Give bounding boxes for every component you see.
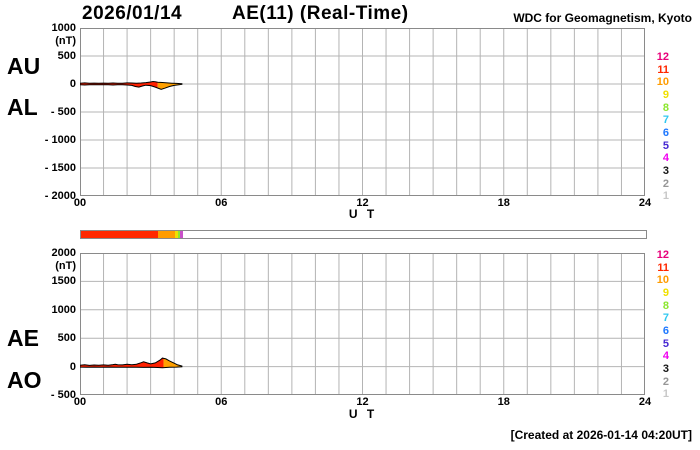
x-tick-label: 00 (73, 197, 87, 209)
trace-outline (80, 80, 183, 90)
station-count-7: 7 (662, 114, 669, 127)
station-count-8: 8 (662, 299, 669, 312)
grid-lines (80, 253, 645, 395)
chart-canvas (80, 28, 645, 196)
y-tick-label: - 2000 (44, 190, 76, 202)
station-count-12: 12 (656, 51, 669, 63)
ut-axis-title-bottom: U T (348, 407, 378, 421)
x-tick-label: 24 (638, 396, 652, 408)
station-count-2: 2 (662, 375, 669, 388)
y-tick-label: - 1000 (44, 134, 76, 146)
station-count-4: 4 (662, 152, 669, 165)
chart-canvas (80, 253, 645, 395)
station-bar-segment (175, 231, 179, 238)
x-tick-label: 12 (356, 396, 369, 408)
y-tick-label: 1000 (51, 303, 76, 316)
station-count-6: 6 (662, 324, 669, 337)
y-axis-unit-label: (nT) (55, 35, 76, 47)
station-count-11: 11 (657, 63, 669, 76)
created-timestamp: [Created at 2026-01-14 04:20UT] (510, 428, 692, 442)
y-tick-label: - 500 (50, 389, 76, 401)
station-count-3: 3 (662, 362, 669, 375)
x-tick-label: 18 (497, 197, 510, 209)
station-count-1: 1 (662, 190, 669, 203)
x-tick-label: 18 (497, 396, 510, 408)
station-count-3: 3 (662, 164, 669, 177)
ae-ao-chart-panel (80, 253, 645, 395)
station-count-4: 4 (662, 350, 669, 363)
x-tick-label: 24 (638, 197, 652, 209)
y-tick-label: 2000 (51, 247, 76, 259)
y-tick-label: 0 (69, 360, 76, 373)
station-count-1: 1 (662, 388, 669, 401)
grid-lines (80, 28, 645, 196)
ao-index-label: AO (7, 367, 42, 393)
plot-frame (80, 28, 645, 196)
y-tick-label: 1500 (51, 275, 76, 288)
station-count-7: 7 (662, 312, 669, 325)
station-count-6: 6 (662, 126, 669, 139)
station-count-11: 11 (657, 261, 669, 274)
station-count-12: 12 (656, 249, 669, 261)
y-tick-label: 500 (57, 50, 76, 62)
x-tick-label: 12 (356, 197, 369, 209)
plot-frame (80, 253, 645, 395)
station-bar-segment (180, 231, 183, 238)
station-count-2: 2 (662, 177, 669, 190)
y-axis-unit-label: (nT) (55, 260, 76, 272)
y-tick-label: 1000 (51, 22, 76, 34)
station-bar-segment (157, 231, 176, 238)
station-count-9: 9 (662, 88, 669, 101)
station-count-8: 8 (662, 101, 669, 114)
trace-outline (80, 357, 183, 369)
station-bar-segment (178, 231, 181, 238)
ae-index-label: AE (7, 325, 39, 351)
au-al-chart-panel (80, 28, 645, 196)
station-count-5: 5 (662, 337, 669, 350)
y-tick-label: 500 (57, 332, 76, 345)
x-tick-label: 06 (215, 197, 228, 209)
plot-date: 2026/01/14 (82, 3, 183, 24)
x-tick-label: 00 (73, 396, 87, 408)
station-count-9: 9 (662, 286, 669, 299)
data-source-label: WDC for Geomagnetism, Kyoto (513, 11, 692, 25)
station-count-5: 5 (662, 139, 669, 152)
y-tick-label: 0 (69, 78, 76, 90)
y-tick-label: - 1500 (44, 162, 76, 174)
station-count-10: 10 (656, 76, 669, 89)
station-count-bar (80, 230, 647, 239)
station-count-10: 10 (656, 274, 669, 287)
plot-title: AE(11) (Real-Time) (232, 3, 409, 24)
al-index-label: AL (7, 94, 38, 120)
y-tick-label: - 500 (50, 106, 76, 118)
x-tick-label: 06 (215, 396, 228, 408)
trace-fill-orange (157, 82, 182, 90)
station-bar-segment (81, 231, 158, 238)
ut-axis-title-top: U T (348, 207, 378, 221)
au-index-label: AU (7, 53, 41, 79)
